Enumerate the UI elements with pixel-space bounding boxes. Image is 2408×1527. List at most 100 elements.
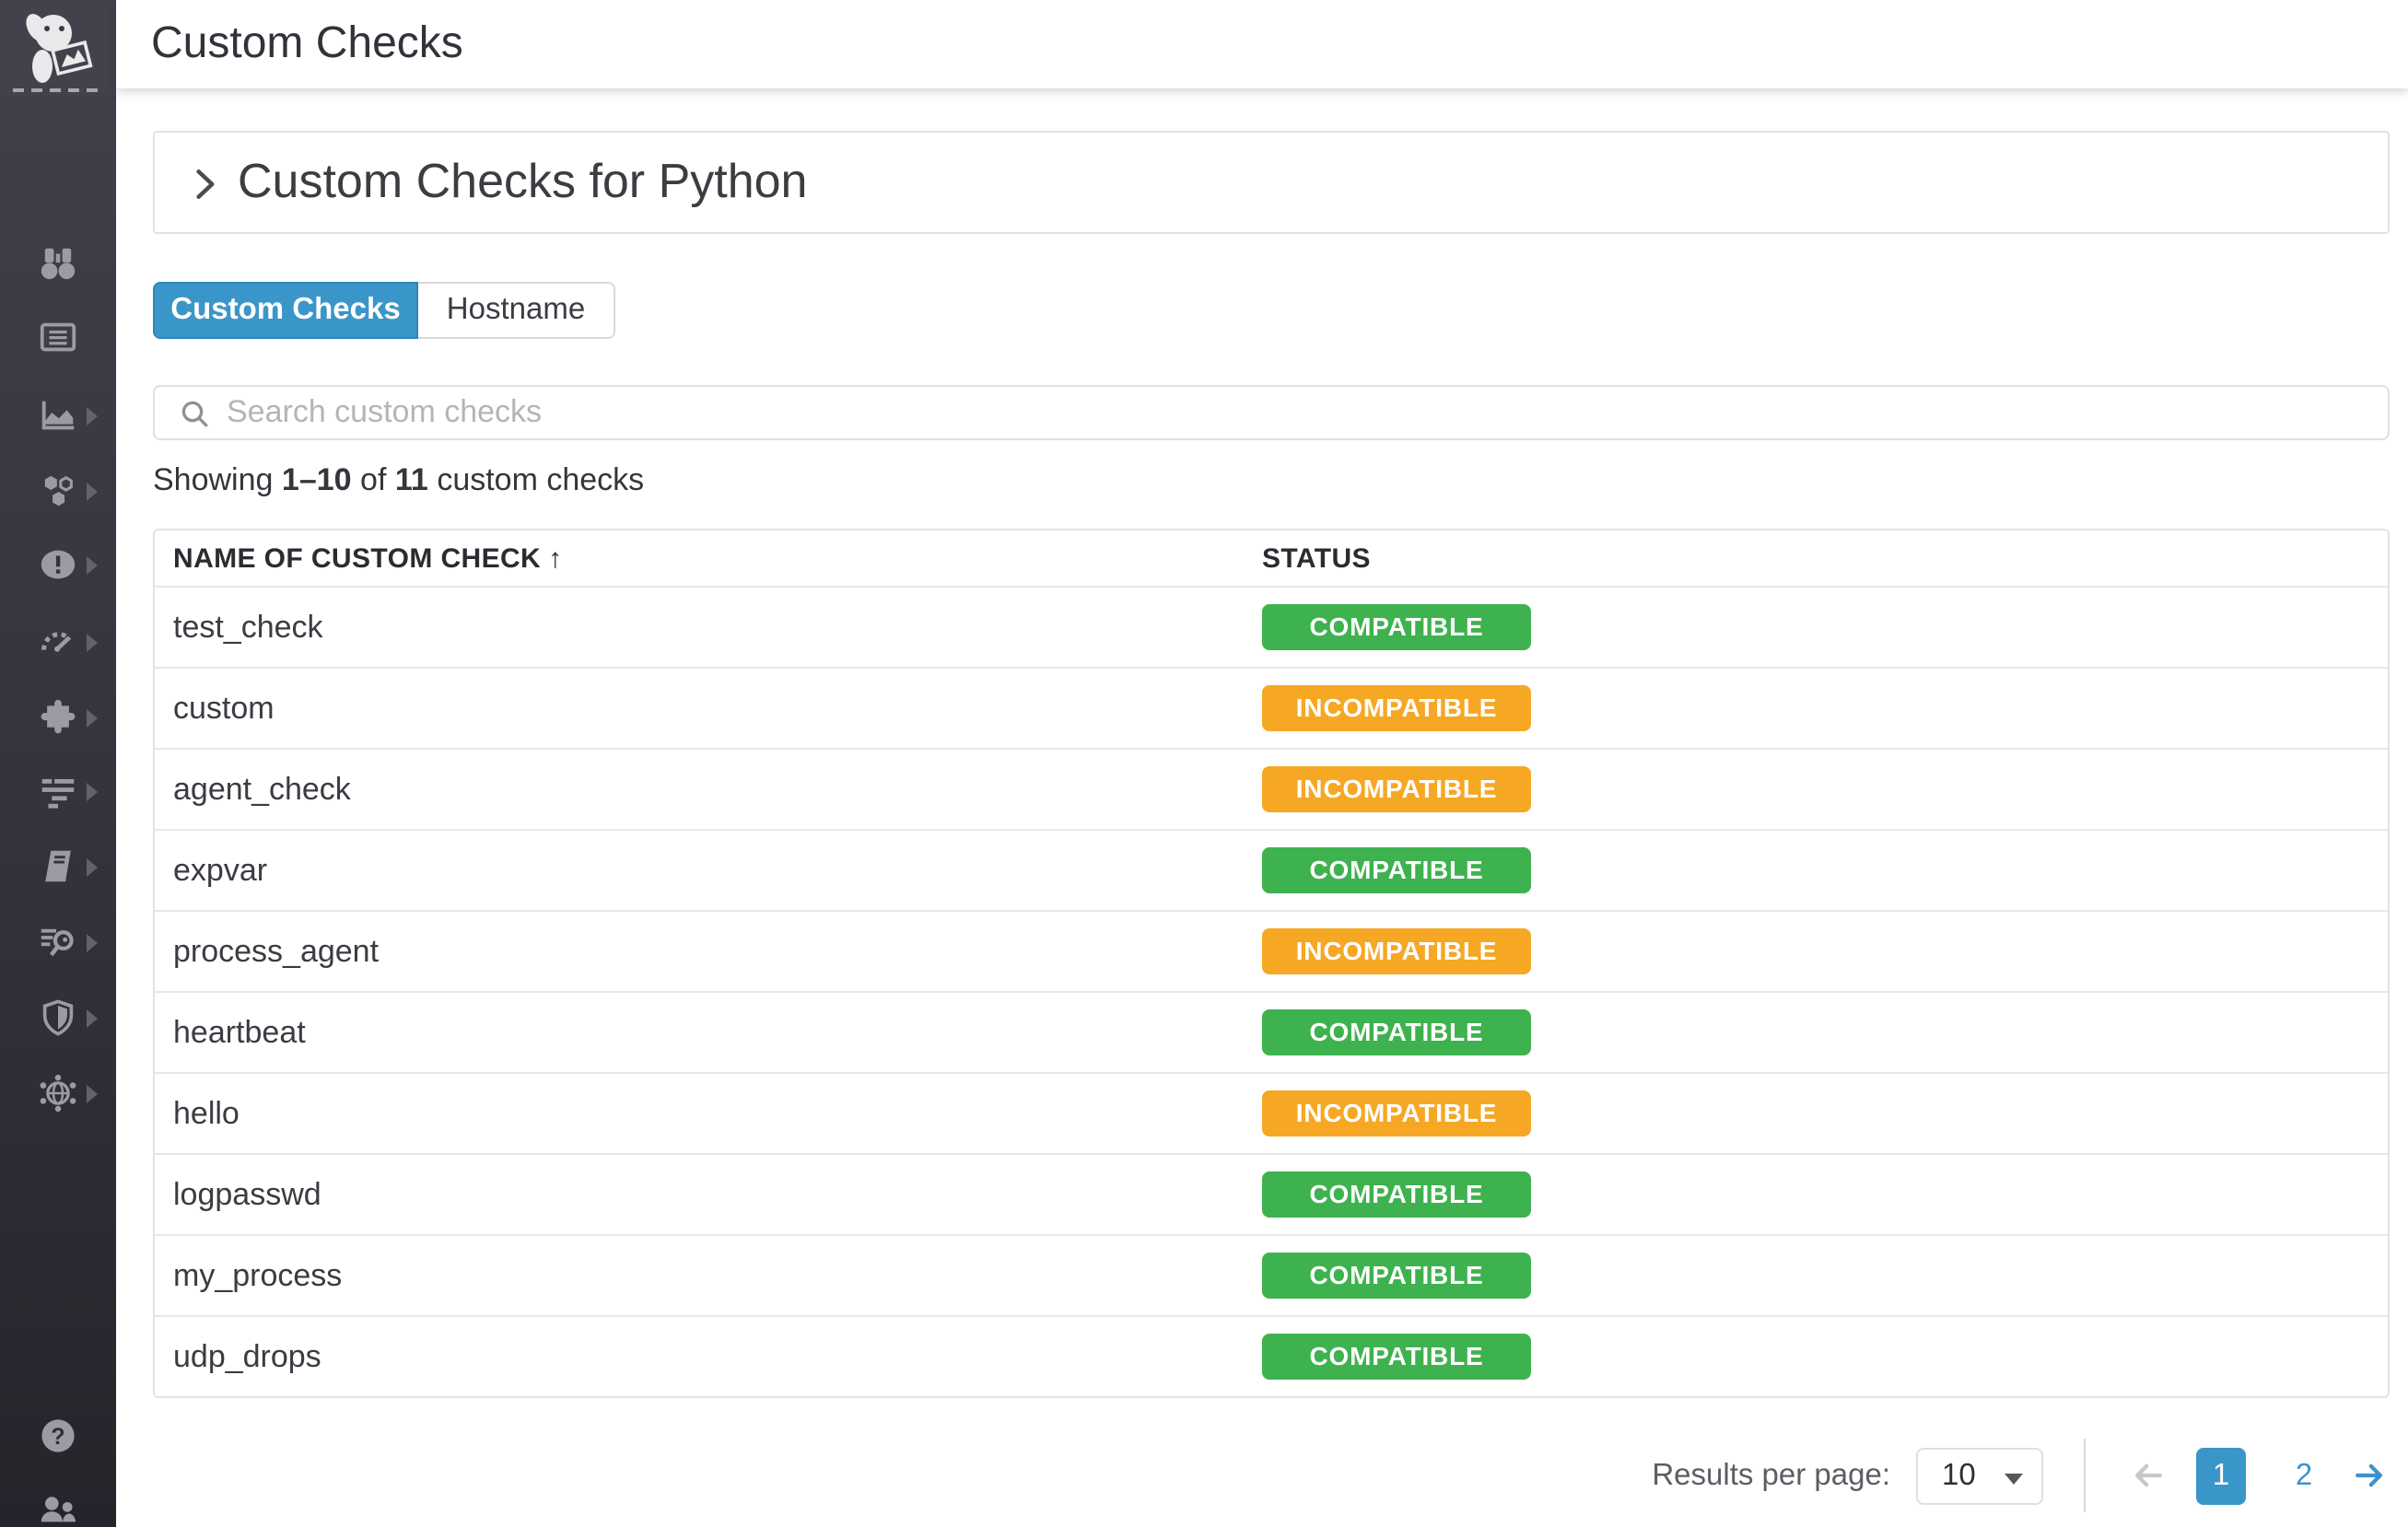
- page-button-1[interactable]: 1: [2196, 1447, 2246, 1504]
- trace-bars-icon: [41, 778, 75, 809]
- area-chart-icon: [41, 401, 75, 430]
- page-title: Custom Checks: [151, 18, 463, 68]
- network-globe-icon: [40, 1074, 76, 1113]
- notebook-icon: [45, 850, 71, 882]
- dog-logo-icon: [26, 14, 93, 83]
- puzzle-icon: [41, 699, 76, 734]
- submenu-caret-icon: [87, 407, 98, 425]
- top-header: Custom Checks: [116, 0, 2408, 88]
- page-size-value: 10: [1942, 1458, 1976, 1491]
- sort-ascending-icon: ↑: [548, 542, 563, 574]
- exclamation-icon: [41, 550, 76, 579]
- sidebar-item-help[interactable]: ?: [0, 1415, 116, 1459]
- check-name: agent_check: [173, 771, 351, 806]
- check-name: expvar: [173, 852, 268, 887]
- chevron-down-icon: [2005, 1473, 2023, 1484]
- help-icon: ?: [41, 1419, 75, 1452]
- submenu-caret-icon: [87, 858, 98, 877]
- check-name: heartbeat: [173, 1014, 306, 1049]
- table-header-row: NAME OF CUSTOM CHECK ↑ STATUS: [155, 530, 2388, 586]
- sidebar-item-logs[interactable]: [0, 921, 116, 965]
- status-badge: COMPATIBLE: [1262, 1171, 1531, 1218]
- custom-checks-panel-toggle[interactable]: Custom Checks for Python: [153, 131, 2390, 234]
- submenu-caret-icon: [87, 483, 98, 501]
- check-name: logpasswd: [173, 1176, 321, 1211]
- sidebar-item-metrics[interactable]: [0, 621, 116, 665]
- status-badge: COMPATIBLE: [1262, 1009, 1531, 1055]
- sidebar-item-notebooks[interactable]: [0, 845, 116, 890]
- sidebar-item-dashboards[interactable]: [0, 394, 116, 438]
- datadog-logo[interactable]: [0, 0, 116, 96]
- table-row: test_check COMPATIBLE: [155, 586, 2388, 667]
- arrow-right-icon: [2355, 1463, 2383, 1487]
- table-row: heartbeat COMPATIBLE: [155, 991, 2388, 1072]
- gauge-icon: [41, 632, 72, 652]
- status-badge: COMPATIBLE: [1262, 1334, 1531, 1380]
- sidebar-item-team[interactable]: [0, 1488, 116, 1527]
- table-row: udp_drops COMPATIBLE: [155, 1315, 2388, 1396]
- check-name: hello: [173, 1095, 240, 1130]
- results-per-page-select[interactable]: 10: [1916, 1447, 2043, 1504]
- search-container: [153, 385, 2390, 440]
- submenu-caret-icon: [87, 934, 98, 952]
- binoculars-icon: [41, 248, 76, 280]
- results-summary: Showing 1–10 of 11 custom checks: [153, 462, 645, 497]
- sidebar-nav: ?: [0, 0, 116, 1527]
- table-row: agent_check INCOMPATIBLE: [155, 748, 2388, 829]
- check-name: process_agent: [173, 933, 380, 968]
- list-board-icon: [40, 322, 76, 352]
- table-row: process_agent INCOMPATIBLE: [155, 910, 2388, 991]
- previous-page-button[interactable]: [2126, 1447, 2170, 1504]
- divider: [2084, 1439, 2086, 1512]
- results-per-page-label: Results per page:: [1652, 1458, 1890, 1491]
- sidebar-item-integrations[interactable]: [0, 696, 116, 740]
- check-name: udp_drops: [173, 1338, 321, 1373]
- sidebar-item-watchdog[interactable]: [0, 243, 116, 287]
- submenu-caret-icon: [87, 1009, 98, 1028]
- sidebar-item-infrastructure[interactable]: [0, 470, 116, 514]
- tab-custom-checks[interactable]: Custom Checks: [153, 282, 418, 339]
- shield-icon: [42, 999, 74, 1036]
- column-header-name[interactable]: NAME OF CUSTOM CHECK ↑: [173, 542, 563, 574]
- sidebar-item-events[interactable]: [0, 317, 116, 361]
- chevron-right-icon: [196, 169, 215, 199]
- check-name: test_check: [173, 609, 323, 644]
- table-row: expvar COMPATIBLE: [155, 829, 2388, 910]
- status-badge: COMPATIBLE: [1262, 847, 1531, 893]
- submenu-caret-icon: [87, 556, 98, 575]
- submenu-caret-icon: [87, 709, 98, 728]
- search-input[interactable]: [223, 389, 2360, 437]
- svg-text:?: ?: [51, 1424, 64, 1450]
- check-name: custom: [173, 690, 275, 725]
- table-row: logpasswd COMPATIBLE: [155, 1153, 2388, 1234]
- status-badge: INCOMPATIBLE: [1262, 766, 1531, 812]
- arrow-left-icon: [2134, 1463, 2162, 1487]
- table-row: hello INCOMPATIBLE: [155, 1072, 2388, 1153]
- submenu-caret-icon: [87, 783, 98, 801]
- page-button-2[interactable]: 2: [2295, 1458, 2313, 1491]
- sidebar-item-security[interactable]: [0, 997, 116, 1041]
- table-row: custom INCOMPATIBLE: [155, 667, 2388, 748]
- column-header-status[interactable]: STATUS: [1262, 542, 1371, 574]
- sidebar-item-apm[interactable]: [0, 770, 116, 814]
- pagination-bar: Results per page: 10 1 2: [1652, 1439, 2391, 1512]
- status-badge: INCOMPATIBLE: [1262, 928, 1531, 974]
- sidebar-item-synthetics[interactable]: [0, 1072, 116, 1116]
- clipped-wordmark: [13, 88, 98, 92]
- hexagons-icon: [44, 475, 73, 507]
- tab-hostname[interactable]: Hostname: [418, 282, 615, 339]
- next-page-button[interactable]: [2347, 1447, 2391, 1504]
- log-search-icon: [41, 928, 74, 957]
- submenu-caret-icon: [87, 634, 98, 652]
- sidebar-item-monitors[interactable]: [0, 543, 116, 588]
- status-badge: COMPATIBLE: [1262, 1253, 1531, 1299]
- check-name: my_process: [173, 1257, 343, 1292]
- submenu-caret-icon: [87, 1085, 98, 1103]
- users-icon: [41, 1497, 76, 1522]
- status-badge: INCOMPATIBLE: [1262, 1090, 1531, 1137]
- table-row: my_process COMPATIBLE: [155, 1234, 2388, 1315]
- panel-title: Custom Checks for Python: [238, 153, 808, 208]
- status-badge: INCOMPATIBLE: [1262, 685, 1531, 731]
- custom-checks-table: NAME OF CUSTOM CHECK ↑ STATUS test_check …: [153, 529, 2390, 1398]
